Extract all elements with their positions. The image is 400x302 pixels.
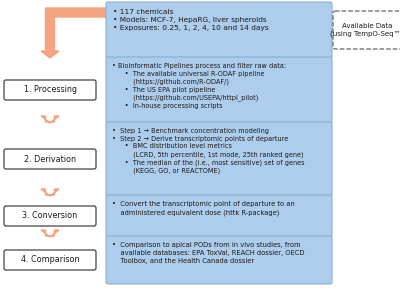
Text: • 117 chemicals
• Models: MCF-7, HepaRG, liver spheroids
• Exposures: 0.25, 1, 2: • 117 chemicals • Models: MCF-7, HepaRG,… (113, 9, 269, 31)
FancyBboxPatch shape (4, 80, 96, 100)
Text: •  Step 1 → Benchmark concentration modeling
•  Step 2 → Derive transcriptomic p: • Step 1 → Benchmark concentration model… (112, 128, 304, 174)
Text: Available Data
(using TempO-Seq™): Available Data (using TempO-Seq™) (330, 23, 400, 37)
Text: •  Convert the transcriptomic point of departure to an
    administered equivale: • Convert the transcriptomic point of de… (112, 201, 295, 216)
Text: • Bioinformatic Pipelines process and filter raw data:
      •  The available un: • Bioinformatic Pipelines process and fi… (112, 63, 286, 109)
FancyBboxPatch shape (4, 149, 96, 169)
Text: •  Comparison to apical PODs from in vivo studies, from
    available databases:: • Comparison to apical PODs from in vivo… (112, 242, 304, 264)
FancyBboxPatch shape (4, 250, 96, 270)
Polygon shape (41, 230, 59, 237)
FancyBboxPatch shape (4, 206, 96, 226)
Text: 3. Conversion: 3. Conversion (22, 211, 78, 220)
FancyBboxPatch shape (106, 2, 332, 58)
Polygon shape (41, 116, 59, 123)
FancyBboxPatch shape (106, 195, 332, 237)
FancyBboxPatch shape (106, 57, 332, 123)
FancyBboxPatch shape (106, 122, 332, 196)
Polygon shape (41, 189, 59, 196)
FancyBboxPatch shape (106, 236, 332, 284)
Text: 2. Derivation: 2. Derivation (24, 155, 76, 163)
FancyBboxPatch shape (333, 11, 400, 49)
Text: 4. Comparison: 4. Comparison (21, 255, 79, 265)
Polygon shape (41, 8, 106, 58)
Text: 1. Processing: 1. Processing (24, 85, 76, 95)
